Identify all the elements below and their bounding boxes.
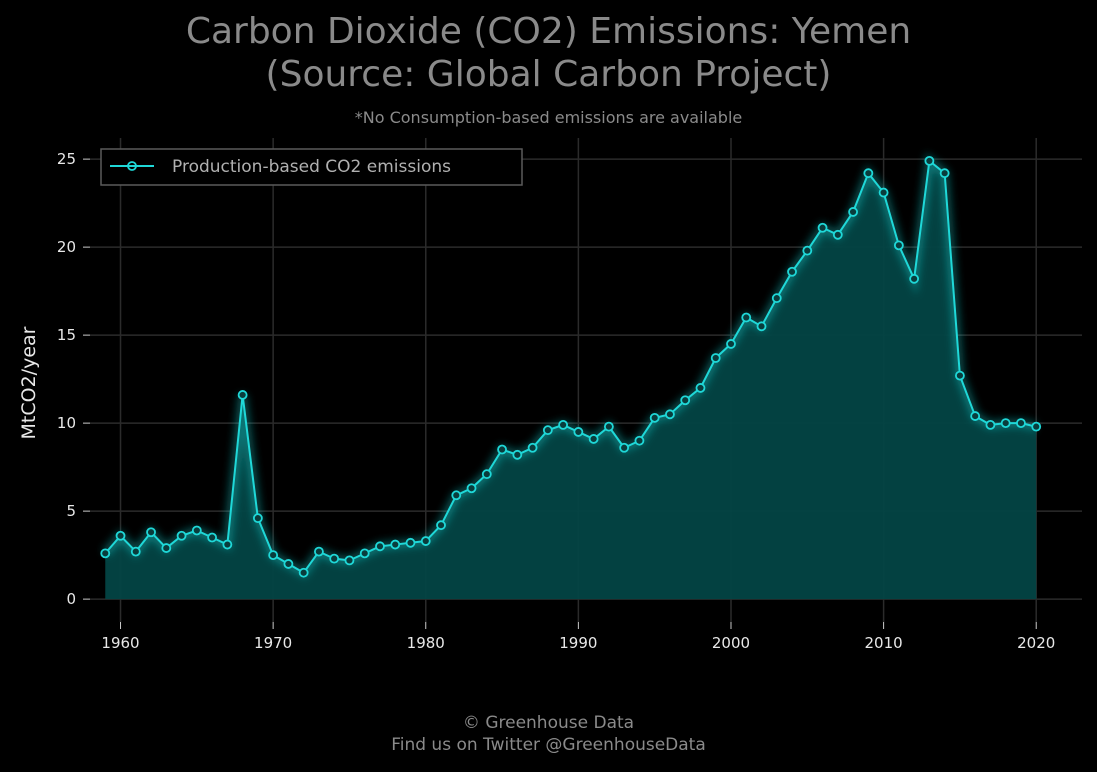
data-point — [649, 412, 660, 423]
data-point — [451, 490, 462, 501]
data-point — [756, 321, 767, 332]
co2-emissions-chart: 1960 1970 1980 1990 2000 2010 2020 0 5 10 15 20 25 M… — [18, 138, 1082, 652]
data-point — [878, 187, 889, 198]
data-point — [542, 425, 553, 436]
axes: 1960 1970 1980 1990 2000 2010 2020 0 5 10 15 20 25 — [57, 150, 1055, 652]
x-tick-label: 1990 — [559, 634, 597, 652]
data-point — [207, 532, 217, 543]
data-point — [497, 444, 507, 455]
data-point — [985, 419, 996, 430]
data-point — [558, 419, 569, 430]
data-point — [939, 168, 950, 179]
data-point — [527, 442, 538, 453]
chart-subtitle: *No Consumption-based emissions are avai… — [354, 108, 743, 127]
data-point — [970, 411, 981, 421]
data-point — [863, 168, 874, 179]
data-point — [375, 541, 385, 552]
x-tick-label: 2020 — [1017, 634, 1055, 652]
data-point — [955, 370, 965, 381]
data-point — [130, 546, 141, 557]
data-point — [268, 550, 279, 561]
x-tick-label: 2010 — [865, 634, 903, 652]
y-tick-label: 5 — [66, 502, 76, 520]
data-point — [298, 567, 309, 578]
emissions-area-fill — [105, 160, 1037, 600]
data-point — [359, 548, 370, 559]
data-point — [191, 525, 202, 536]
data-point — [314, 546, 324, 557]
y-tick-label: 20 — [57, 238, 76, 256]
chart-title-line1: Carbon Dioxide (CO2) Emissions: Yemen — [185, 11, 912, 52]
legend-marker-swatch — [127, 161, 137, 171]
x-tick-label: 1970 — [254, 634, 292, 652]
data-point — [344, 555, 355, 566]
data-point — [787, 266, 797, 277]
data-point — [1031, 421, 1042, 432]
y-tick-label: 10 — [57, 414, 76, 432]
data-point — [390, 539, 401, 550]
data-point — [741, 312, 752, 323]
data-point — [909, 273, 920, 284]
y-tick-label: 0 — [66, 590, 76, 608]
data-point — [634, 435, 645, 446]
data-point — [848, 207, 858, 217]
area-layer — [100, 152, 1042, 600]
data-point — [283, 559, 294, 569]
x-tick-label: 1980 — [407, 634, 445, 652]
data-point — [1016, 418, 1026, 429]
data-point — [466, 483, 477, 494]
data-point — [603, 421, 614, 432]
data-point — [1000, 418, 1011, 429]
data-point — [176, 530, 187, 541]
data-point — [832, 229, 843, 240]
data-point — [161, 543, 172, 553]
legend-box — [100, 148, 523, 186]
data-point — [710, 353, 721, 363]
data-point — [222, 539, 233, 550]
data-point — [680, 395, 691, 406]
x-tick-label: 2000 — [712, 634, 750, 652]
data-point — [436, 520, 446, 531]
footer-twitter: Find us on Twitter @GreenhouseData — [391, 735, 706, 755]
data-point — [100, 548, 111, 559]
data-point — [726, 339, 736, 349]
data-point — [588, 434, 599, 444]
data-point — [115, 530, 126, 541]
data-point — [665, 409, 675, 420]
data-point — [512, 449, 523, 460]
x-tick-label: 1960 — [101, 634, 139, 652]
footer: © Greenhouse Data Find us on Twitter @Gr… — [0, 712, 1097, 756]
data-point — [252, 513, 263, 524]
y-tick-label: 25 — [57, 150, 76, 168]
footer-copyright: © Greenhouse Data — [462, 713, 635, 733]
data-point — [481, 469, 492, 480]
data-point — [802, 245, 813, 256]
data-point — [329, 553, 340, 564]
data-point — [573, 427, 584, 437]
y-axis-label: MtCO2/year — [18, 326, 40, 439]
data-point — [405, 537, 416, 548]
chart-title: Carbon Dioxide (CO2) Emissions: Yemen (S… — [0, 10, 1097, 96]
data-point — [619, 442, 630, 453]
data-point — [146, 527, 156, 538]
legend: Production-based CO2 emissions — [100, 148, 523, 186]
data-point — [771, 293, 782, 304]
data-point — [893, 240, 904, 251]
data-point — [695, 383, 706, 393]
data-point — [237, 390, 248, 400]
data-point — [924, 155, 935, 166]
data-point — [817, 222, 828, 233]
y-tick-label: 15 — [57, 326, 76, 344]
legend-label: Production-based CO2 emissions — [172, 157, 451, 177]
data-point — [420, 536, 431, 546]
chart-title-line2: (Source: Global Carbon Project) — [265, 54, 832, 95]
